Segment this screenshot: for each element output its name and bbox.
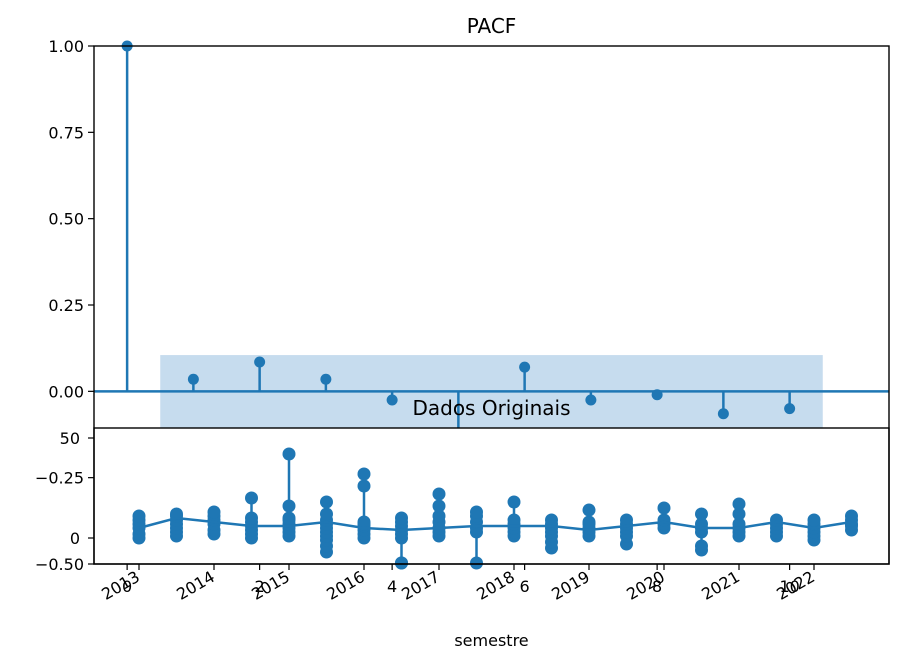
original-data-point bbox=[770, 513, 783, 527]
pacf-ytick-label: 0.00 bbox=[48, 382, 84, 401]
original-data-point bbox=[282, 447, 296, 461]
pacf-xtick-label: 6 bbox=[520, 577, 530, 596]
original-data-point bbox=[470, 505, 483, 519]
original-data-point bbox=[695, 507, 708, 521]
original-data-point bbox=[395, 556, 408, 570]
mean-line bbox=[138, 516, 852, 532]
pacf-panel: 1.00 0.75 0.50 0.25 0.00 −0.25 −0.50 0 2 4 6 8 10 P… bbox=[35, 14, 889, 596]
original-data-point bbox=[207, 505, 221, 519]
original-data-panel: 500 2013 2014 2015 2016 2017 2018 2019 2020 2021… bbox=[60, 396, 889, 650]
pacf-xtick-label: 8 bbox=[652, 577, 662, 596]
original-data-point bbox=[807, 513, 821, 527]
pacf-point-2 bbox=[254, 356, 266, 368]
original-data-point bbox=[695, 539, 708, 553]
pacf-point-4 bbox=[386, 394, 398, 406]
pacf-point-10 bbox=[784, 403, 796, 415]
original-data-point bbox=[395, 511, 408, 525]
original-data-point bbox=[282, 511, 296, 525]
original-data-point bbox=[657, 513, 671, 527]
pacf-ytick-label: −0.25 bbox=[35, 469, 84, 488]
pacf-point-8 bbox=[651, 389, 663, 401]
original-data-point bbox=[320, 495, 333, 509]
pacf-xtick-label: 2 bbox=[255, 577, 265, 596]
pacf-point-1 bbox=[187, 373, 199, 385]
original-data-point bbox=[582, 515, 596, 529]
original-data-point bbox=[282, 499, 296, 513]
pacf-point-3 bbox=[320, 373, 332, 385]
original-data-point bbox=[245, 491, 258, 505]
original-data-point bbox=[657, 501, 671, 515]
original-data-point bbox=[357, 467, 371, 481]
pacf-x-axis: 0 2 4 6 8 10 bbox=[122, 564, 800, 596]
pacf-point-7 bbox=[585, 394, 597, 406]
original-data-point bbox=[357, 479, 371, 493]
original-data-point bbox=[432, 509, 446, 523]
original-data-axes-frame bbox=[93, 427, 890, 565]
original-data-point bbox=[732, 507, 746, 521]
original-data-point bbox=[245, 511, 258, 525]
pacf-ytick-label: −0.50 bbox=[35, 555, 84, 574]
pacf-point-6 bbox=[519, 361, 531, 373]
pacf-point-9 bbox=[717, 408, 729, 420]
original-data-point bbox=[732, 497, 746, 511]
original-data-point bbox=[620, 513, 633, 527]
original-data-point bbox=[432, 487, 446, 501]
pacf-y-axis: 1.00 0.75 0.50 0.25 0.00 −0.25 −0.50 bbox=[35, 37, 94, 574]
original-data-point bbox=[507, 513, 521, 527]
original-data-point bbox=[432, 499, 446, 513]
pacf-xtick-label: 0 bbox=[122, 577, 132, 596]
pacf-xtick-label: 4 bbox=[387, 577, 397, 596]
pacf-ytick-label: 1.00 bbox=[48, 37, 84, 56]
original-data-point bbox=[470, 556, 483, 570]
original-data-background bbox=[94, 428, 889, 564]
original-y-axis: 50 0 bbox=[60, 429, 94, 548]
original-data-title: Dados Originais bbox=[412, 396, 570, 420]
pacf-ytick-label: 0.50 bbox=[48, 210, 84, 229]
pacf-ytick-label: 0.75 bbox=[48, 123, 84, 142]
original-data-point bbox=[357, 515, 371, 529]
original-data-point bbox=[845, 509, 858, 523]
x-axis-label: semestre bbox=[454, 631, 528, 650]
original-data-point bbox=[320, 507, 333, 521]
original-ytick-label: 50 bbox=[60, 429, 80, 448]
original-data-point bbox=[545, 513, 558, 527]
pacf-title: PACF bbox=[467, 14, 517, 38]
pacf-ytick-label: 0.25 bbox=[48, 296, 84, 315]
pacf-xtick-label: 10 bbox=[779, 577, 799, 596]
original-ytick-label: 0 bbox=[70, 529, 80, 548]
original-data-point bbox=[507, 495, 521, 509]
original-data-point bbox=[582, 503, 596, 517]
original-data-point bbox=[132, 509, 146, 523]
